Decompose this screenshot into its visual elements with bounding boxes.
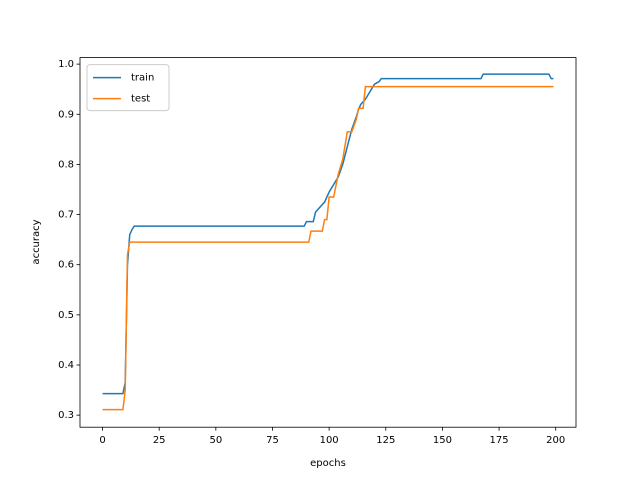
y-tick-label: 0.8 <box>58 159 74 170</box>
y-tick-label: 0.9 <box>58 109 74 120</box>
x-tick-label: 0 <box>99 435 105 446</box>
x-tick-label: 75 <box>266 435 279 446</box>
legend-label: test <box>131 94 150 105</box>
y-tick-label: 0.6 <box>58 260 74 271</box>
y-tick-label: 1.0 <box>58 59 74 70</box>
legend-box <box>86 64 170 112</box>
x-axis-label: epochs <box>310 458 346 469</box>
x-tick-label: 125 <box>376 435 395 446</box>
x-tick-label: 100 <box>320 435 339 446</box>
x-tick-label: 150 <box>433 435 452 446</box>
y-tick-label: 0.3 <box>58 410 74 421</box>
y-tick-label: 0.4 <box>58 360 74 371</box>
line <box>102 73 554 395</box>
x-tick-label: 25 <box>153 435 166 446</box>
y-tick-label: 0.5 <box>58 310 74 321</box>
x-tick-label: 50 <box>209 435 222 446</box>
x-tick-label: 175 <box>490 435 509 446</box>
y-tick-label: 0.7 <box>58 210 74 221</box>
y-axis-label: accuracy <box>31 219 42 264</box>
line <box>102 85 554 411</box>
legend-label: train <box>131 73 154 84</box>
x-tick-label: 200 <box>546 435 565 446</box>
axes-frame <box>79 57 577 428</box>
